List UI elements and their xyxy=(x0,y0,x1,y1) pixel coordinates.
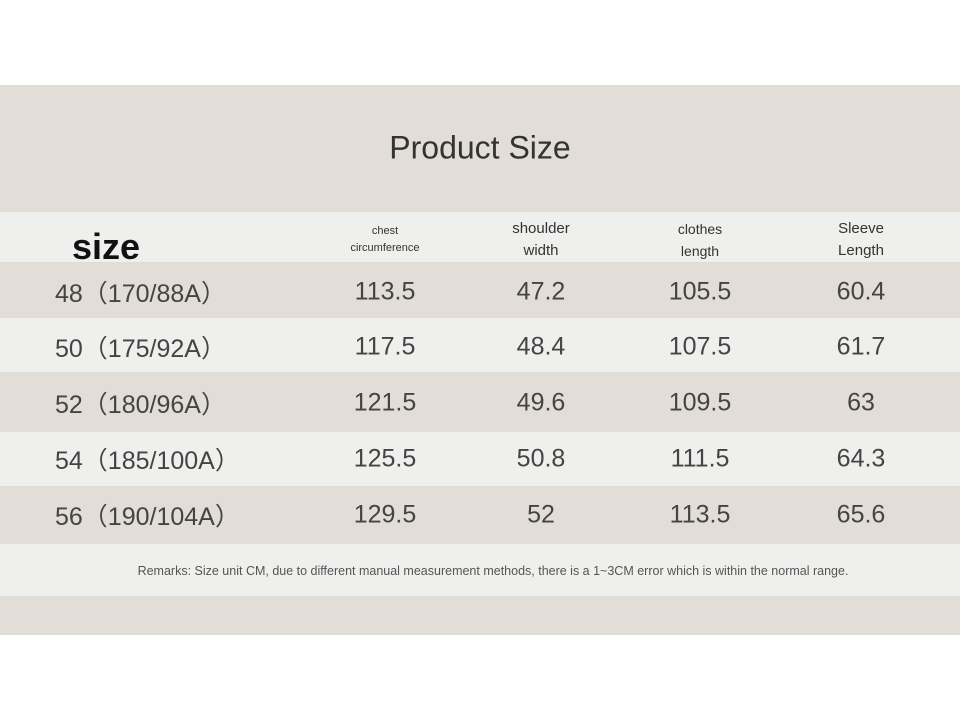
value-cell: 105.5 xyxy=(668,277,732,306)
value-cell: 117.5 xyxy=(354,332,416,361)
value-cell: 50.8 xyxy=(516,444,566,473)
value-cell: 113.5 xyxy=(669,500,731,529)
value-cell: 52 xyxy=(527,500,555,529)
value-cell: 107.5 xyxy=(668,332,732,361)
value-cell: 64.3 xyxy=(836,444,886,473)
value-cell: 61.7 xyxy=(836,332,886,361)
remarks-band xyxy=(0,544,960,596)
value-cell: 113.5 xyxy=(354,277,416,306)
value-cell: 111.5 xyxy=(670,444,730,473)
header-cell: size xyxy=(72,226,141,267)
row-label: 50（175/92A） xyxy=(55,335,226,363)
value-cell: 65.6 xyxy=(836,500,886,529)
value-cell: 121.5 xyxy=(353,388,417,417)
row-label: 56（190/104A） xyxy=(55,503,240,531)
header-cell: Sleeve Length xyxy=(838,220,884,259)
value-cell: 60.4 xyxy=(836,277,886,306)
row-label: 52（180/96A） xyxy=(55,391,226,419)
value-cell: 49.6 xyxy=(516,388,566,417)
row-label: 48（170/88A） xyxy=(55,280,226,308)
value-cell: 48.4 xyxy=(516,332,566,361)
row-label: 54（185/100A） xyxy=(55,447,240,475)
header-cell: clothes length xyxy=(677,221,723,259)
row-band xyxy=(0,432,960,486)
value-cell: 125.5 xyxy=(353,444,417,473)
header-cell: shoulder width xyxy=(512,220,570,259)
title: Product Size xyxy=(389,129,571,166)
value-cell: 109.5 xyxy=(668,388,732,417)
value-cell: 47.2 xyxy=(516,277,566,306)
header-row xyxy=(0,212,960,262)
header-cell: chest circumference xyxy=(350,225,420,254)
value-cell: 129.5 xyxy=(353,500,417,529)
remarks: Remarks: Size unit CM, due to different … xyxy=(137,564,849,578)
row-band xyxy=(0,318,960,372)
value-cell: 63 xyxy=(847,388,875,417)
